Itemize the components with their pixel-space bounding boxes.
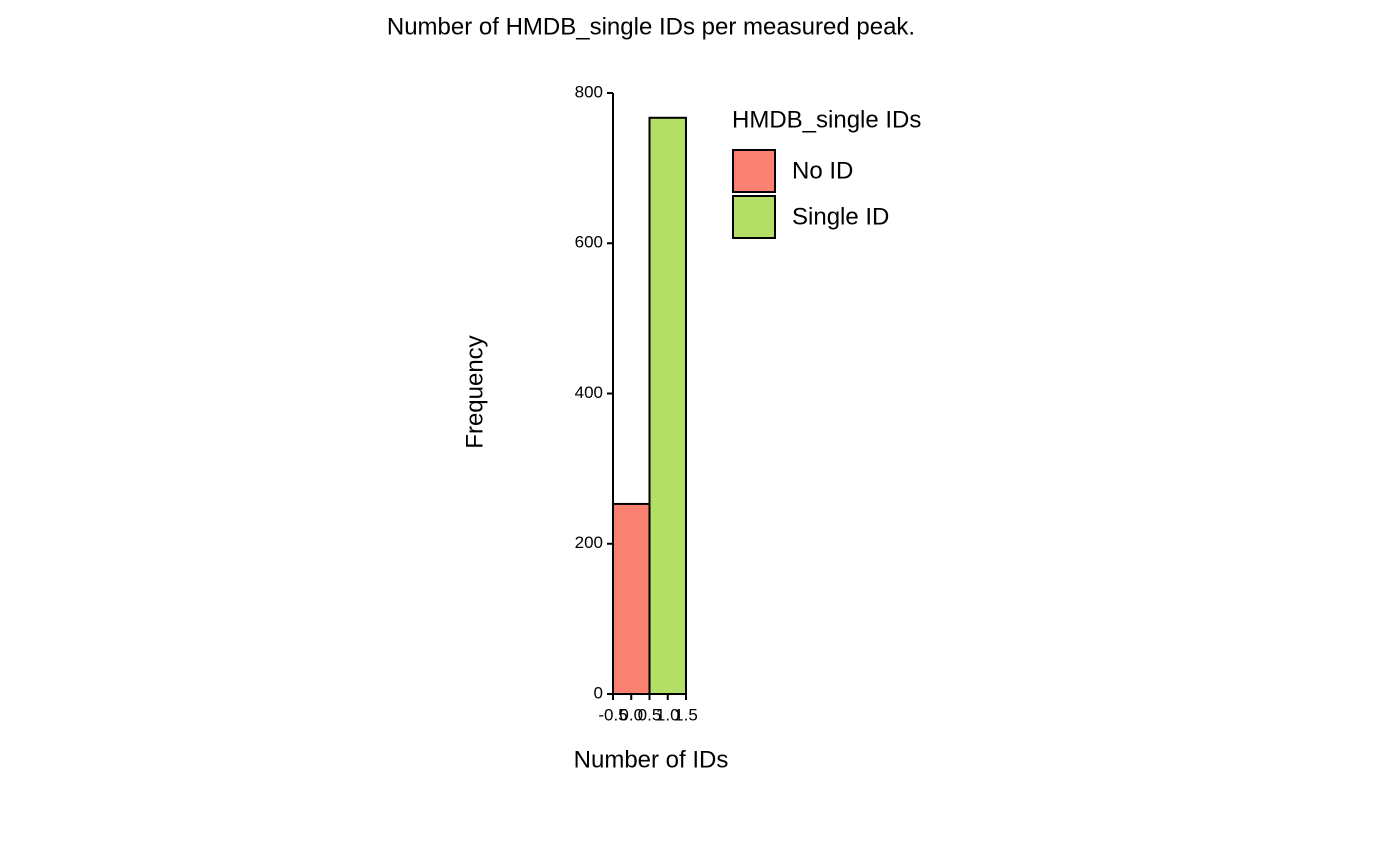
x-tick-label: 1.5 bbox=[674, 705, 698, 724]
y-tick-label: 600 bbox=[575, 233, 603, 252]
y-tick-label: 400 bbox=[575, 383, 603, 402]
chart-title: Number of HMDB_single IDs per measured p… bbox=[387, 13, 915, 40]
bar bbox=[612, 502, 651, 695]
legend-title: HMDB_single IDs bbox=[732, 106, 921, 133]
x-tick-label: 0.5 bbox=[638, 705, 662, 724]
y-tick-label: 200 bbox=[575, 533, 603, 552]
legend-label: No ID bbox=[792, 157, 853, 184]
legend-label: Single ID bbox=[792, 203, 889, 230]
legend-swatch bbox=[732, 195, 776, 239]
y-tick-label: 800 bbox=[575, 82, 603, 101]
legend-swatch bbox=[732, 149, 776, 193]
x-tick-label: -0.5 bbox=[598, 705, 627, 724]
y-tick-label: 0 bbox=[594, 683, 603, 702]
x-tick-label: 0.0 bbox=[619, 705, 643, 724]
x-axis-label: Number of IDs bbox=[574, 746, 729, 773]
y-axis-label: Frequency bbox=[461, 335, 488, 448]
x-tick-label: 1.0 bbox=[656, 705, 680, 724]
bar bbox=[648, 116, 687, 695]
